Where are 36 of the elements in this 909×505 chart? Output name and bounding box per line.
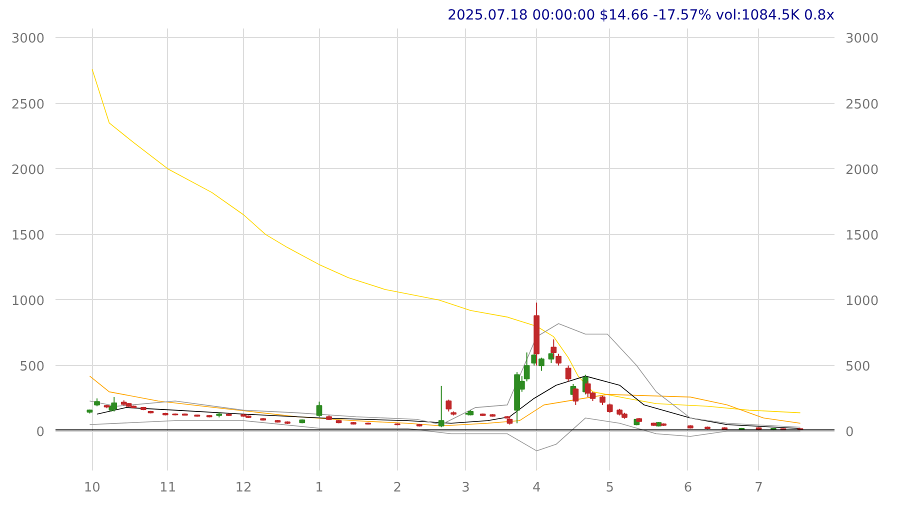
x-tick-label: 11 (160, 480, 176, 496)
line-series (92, 68, 801, 414)
y2-tick-label: 2000 (846, 162, 879, 178)
y2-tick-label: 1000 (846, 294, 879, 309)
candlestick (538, 357, 544, 372)
y-tick-label: 3000 (11, 32, 45, 47)
text: 2025.07.18 00:00:00 $14.66 -17.57% vol:1084.5K 0.8x (448, 8, 835, 24)
candlestick (565, 365, 572, 382)
candlestick (316, 401, 322, 418)
candlestick (600, 395, 606, 406)
x-tick-label: 2 (393, 480, 402, 496)
x-tick-label: 3 (462, 480, 470, 496)
y-tick-label: 2000 (11, 162, 45, 178)
y2-tick-label: 2500 (846, 97, 879, 112)
candlestick (572, 387, 579, 406)
line-series (89, 418, 801, 452)
x-tick-label: 1 (315, 480, 324, 496)
x-tick-label: 5 (606, 480, 614, 496)
y-tick-label: 0 (36, 425, 45, 440)
x-tick-label: 6 (684, 480, 692, 496)
y-tick-label: 1500 (11, 228, 45, 244)
candlestick (438, 385, 444, 428)
x-tick-label: 4 (532, 480, 541, 496)
x-tick-label: 10 (84, 480, 100, 496)
y2-tick-label: 500 (846, 360, 870, 375)
y2-tick-label: 0 (846, 425, 854, 440)
x-tick-label: 7 (754, 480, 763, 496)
y2-tick-label: 1500 (846, 228, 879, 244)
x-tick-label: 12 (235, 480, 252, 496)
line-series (89, 323, 801, 428)
y-tick-label: 1000 (11, 294, 45, 309)
y-tick-label: 500 (20, 360, 45, 375)
y2-tick-label: 3000 (846, 32, 879, 47)
candlestick (446, 399, 452, 412)
candlestick (606, 403, 613, 414)
y-tick-label: 2500 (11, 97, 45, 112)
